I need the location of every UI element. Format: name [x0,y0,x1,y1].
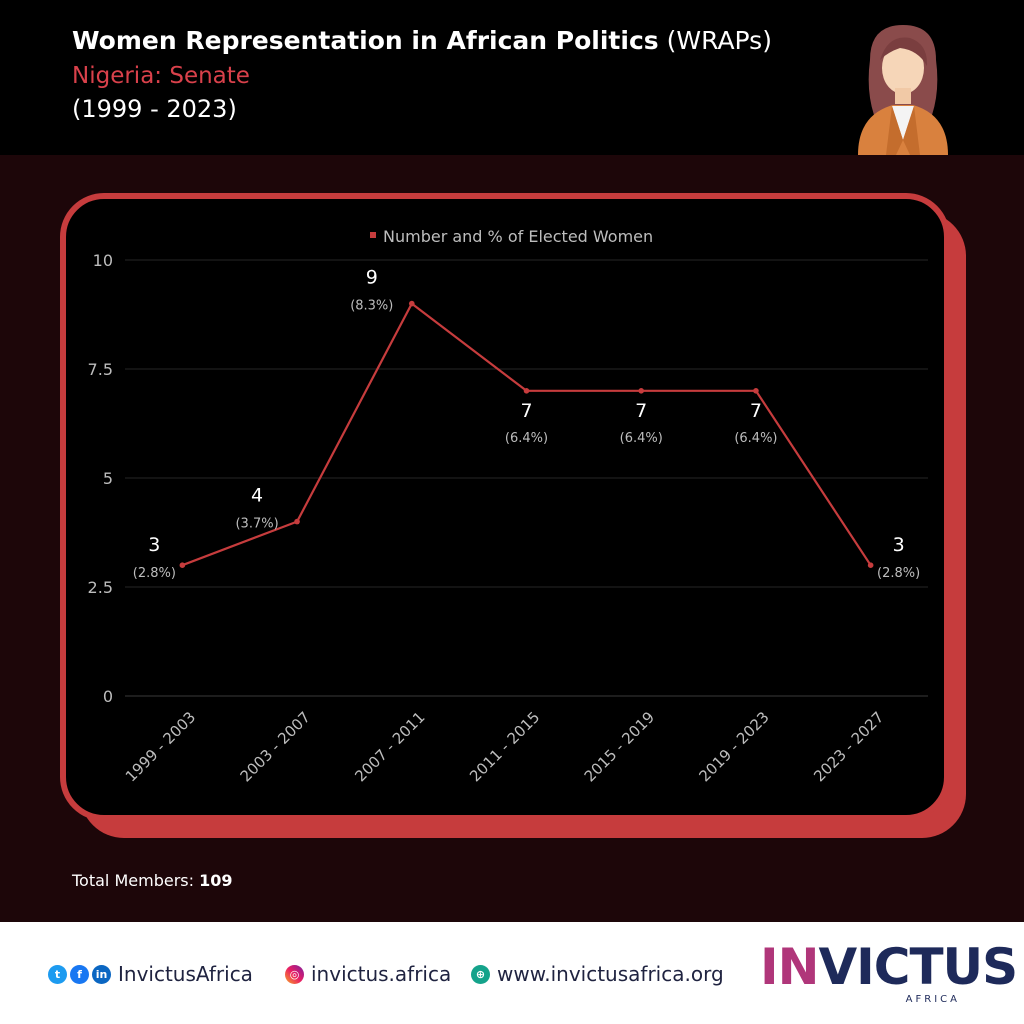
y-tick-label: 0 [103,687,113,706]
instagram-icon[interactable]: ◎ [285,964,304,984]
title-main: Women Representation in African Politics [72,26,659,55]
x-tick-label: 2019 - 2023 [695,708,772,785]
y-tick-label: 2.5 [88,578,113,597]
data-value-label: 7 [750,400,762,422]
social-handle[interactable]: InvictusAfrica [118,962,253,986]
data-point [753,388,759,394]
data-value-label: 7 [635,400,647,422]
data-percent-label: (2.8%) [133,566,176,581]
title-suffix: (WRAPs) [666,26,772,55]
legend-marker [370,232,376,238]
x-tick-label: 2015 - 2019 [581,708,658,785]
data-percent-label: (3.7%) [235,517,278,532]
data-point [523,388,530,394]
data-point [408,300,415,307]
website-link[interactable]: www.invictusafrica.org [497,962,724,986]
brand-logo: INVICTUS AFRICA [760,938,1018,1018]
x-tick-label: 2003 - 2007 [237,708,314,785]
social-handle-group: t f in InvictusAfrica [48,962,253,986]
data-percent-label: (6.4%) [505,431,548,446]
facebook-icon[interactable]: f [70,964,89,984]
data-percent-label: (8.3%) [350,299,393,314]
data-value-label: 3 [148,534,160,556]
page-title: Women Representation in African Politics… [72,26,772,55]
legend-label: Number and % of Elected Women [383,227,653,246]
x-tick-label: 2023 - 2027 [810,708,887,785]
x-tick-label: 1999 - 2003 [122,708,199,785]
data-value-label: 9 [366,267,378,289]
brand-subtitle: AFRICA [905,994,960,1005]
total-members-value: 109 [199,871,233,890]
data-percent-label: (6.4%) [734,431,777,446]
x-tick-label: 2011 - 2015 [466,708,543,785]
total-members-label: Total Members: [72,871,200,890]
instagram-group: ◎ invictus.africa [285,962,451,986]
website-group: ⊕ www.invictusafrica.org [471,962,724,986]
y-tick-label: 7.5 [88,360,113,379]
year-range: (1999 - 2023) [72,95,237,123]
y-tick-label: 5 [103,469,113,488]
twitter-icon[interactable]: t [48,964,67,984]
data-point [294,518,300,525]
data-value-label: 4 [251,485,263,507]
woman-avatar-icon [858,25,948,155]
footer: t f in InvictusAfrica ◎ invictus.africa … [0,922,1024,1024]
data-point [638,388,645,394]
total-members: Total Members: 109 [72,871,232,890]
globe-icon[interactable]: ⊕ [471,964,490,984]
chart-card [60,193,950,821]
x-tick-label: 2007 - 2011 [351,708,428,785]
header: Women Representation in African Politics… [0,0,1024,155]
linkedin-icon[interactable]: in [92,964,111,984]
y-tick-label: 10 [93,251,113,270]
data-value-label: 3 [893,534,905,556]
instagram-handle[interactable]: invictus.africa [311,962,452,986]
data-percent-label: (6.4%) [620,431,663,446]
page-subtitle: Nigeria: Senate [72,63,250,89]
brand-wordmark: INVICTUS [760,938,1018,996]
data-point [179,562,186,568]
data-percent-label: (2.8%) [877,566,920,581]
data-value-label: 7 [520,400,532,422]
data-point [867,562,874,568]
